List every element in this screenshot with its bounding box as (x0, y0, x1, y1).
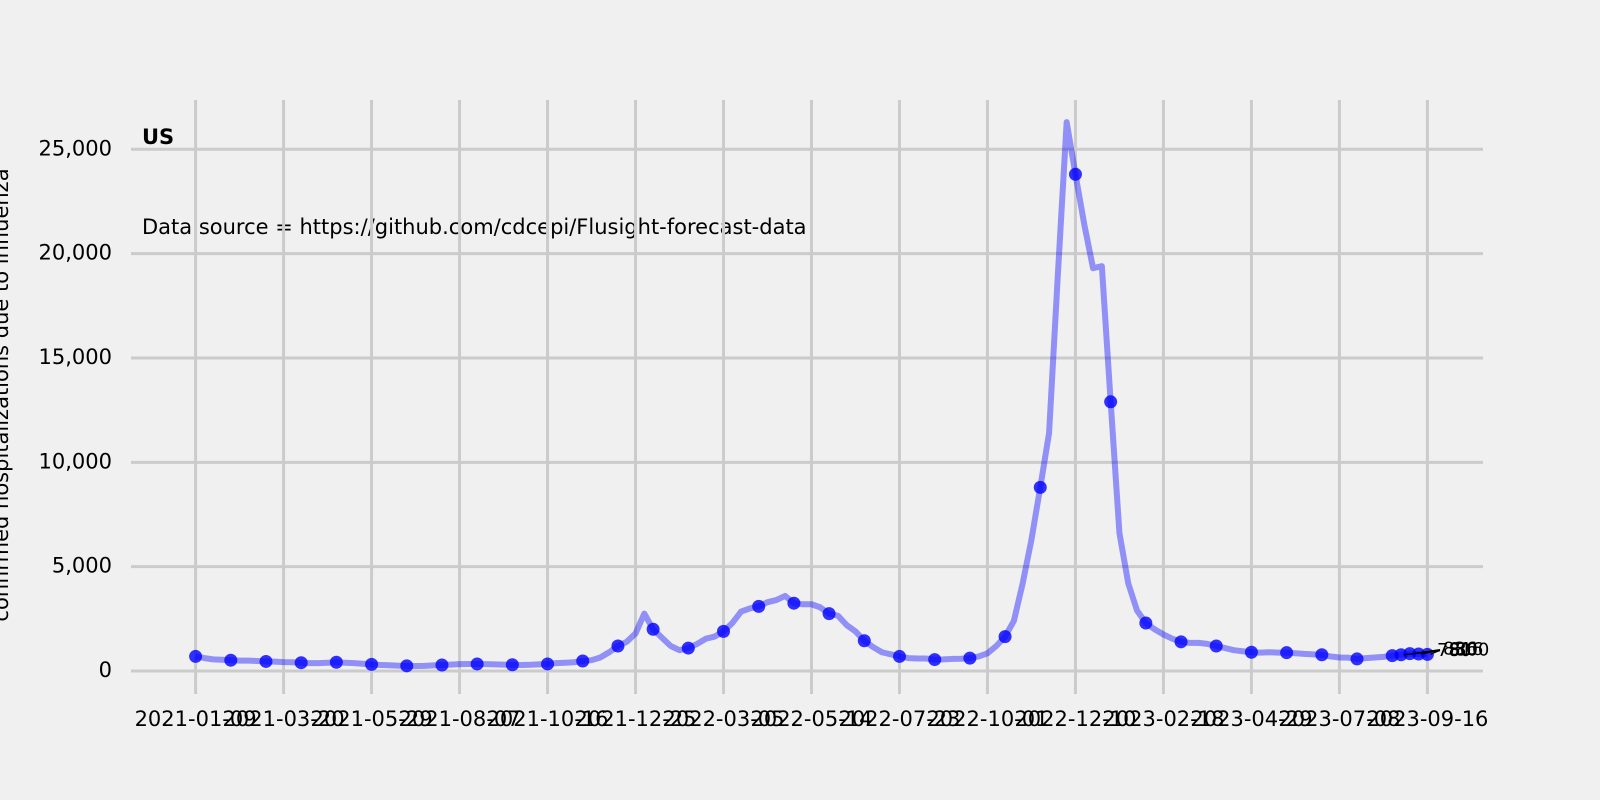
annotation-arrow (1421, 649, 1441, 655)
data-point (259, 654, 273, 668)
y-axis-label: confirmed hospitalizations due to influe… (0, 168, 13, 621)
y-tick-label: 25,000 (39, 136, 112, 160)
x-tick-label: 2021-01-09 (135, 707, 257, 731)
data-point (189, 649, 203, 663)
data-point (400, 659, 414, 673)
chart-title: US (142, 125, 174, 149)
data-point (541, 657, 555, 671)
y-tick-label: 15,000 (39, 345, 112, 369)
data-point (505, 658, 519, 672)
annotation: 780 (1437, 640, 1471, 661)
data-point (787, 596, 801, 610)
data-point (717, 624, 731, 638)
annotation: 816 (1449, 639, 1483, 660)
data-point (576, 654, 590, 668)
x-tick-label: 2023-07-08 (1278, 707, 1400, 731)
annotation-arrow (1412, 648, 1441, 655)
data-point (1174, 635, 1188, 649)
data-point (892, 649, 906, 663)
data-point (928, 653, 942, 667)
data-point (1280, 646, 1294, 660)
x-tick-label: 2021-03-20 (223, 707, 345, 731)
x-tick-label: 2021-08-07 (399, 707, 521, 731)
data-point (435, 658, 449, 672)
data-point (1104, 395, 1118, 409)
data-point (963, 651, 977, 665)
data-point (857, 634, 871, 648)
data-point (1244, 645, 1258, 659)
annotation: 800 (1455, 639, 1489, 660)
data-point (1350, 652, 1364, 666)
data-point (646, 622, 660, 636)
data-point (1033, 480, 1047, 494)
data-point (1139, 616, 1153, 630)
data-point (294, 656, 308, 670)
x-tick-label: 2022-03-05 (662, 707, 784, 731)
x-tick-label: 2022-07-23 (838, 707, 960, 731)
annotation: 836 (1443, 639, 1477, 660)
x-tick-label: 2023-02-18 (1102, 707, 1224, 731)
y-tick-label: 5,000 (52, 554, 112, 578)
x-tick-label: 2022-10-01 (926, 707, 1048, 731)
x-tick-label: 2021-12-25 (575, 707, 697, 731)
annotation-arrow (1430, 649, 1441, 655)
y-tick-label: 20,000 (39, 241, 112, 265)
x-tick-label: 2023-04-29 (1190, 707, 1312, 731)
x-tick-label: 2023-09-16 (1366, 707, 1488, 731)
x-tick-label: 2021-10-16 (487, 707, 609, 731)
y-tick-label: 10,000 (39, 449, 112, 473)
data-point (1068, 167, 1082, 181)
y-tick-label: 0 (99, 658, 112, 682)
data-point (752, 599, 766, 613)
x-tick-label: 2022-12-10 (1014, 707, 1136, 731)
data-point (681, 641, 695, 655)
data-point (365, 657, 379, 671)
data-point (1315, 648, 1329, 662)
data-point (1209, 639, 1223, 653)
data-point (224, 653, 238, 667)
x-tick-label: 2022-05-14 (750, 707, 872, 731)
x-tick-label: 2021-05-29 (311, 707, 433, 731)
chart-subtitle: Data source = https://github.com/cdcepi/… (142, 215, 807, 239)
data-point (611, 639, 625, 653)
data-point (470, 657, 484, 671)
data-point (822, 607, 836, 621)
data-point (329, 655, 343, 669)
data-point (998, 630, 1012, 644)
